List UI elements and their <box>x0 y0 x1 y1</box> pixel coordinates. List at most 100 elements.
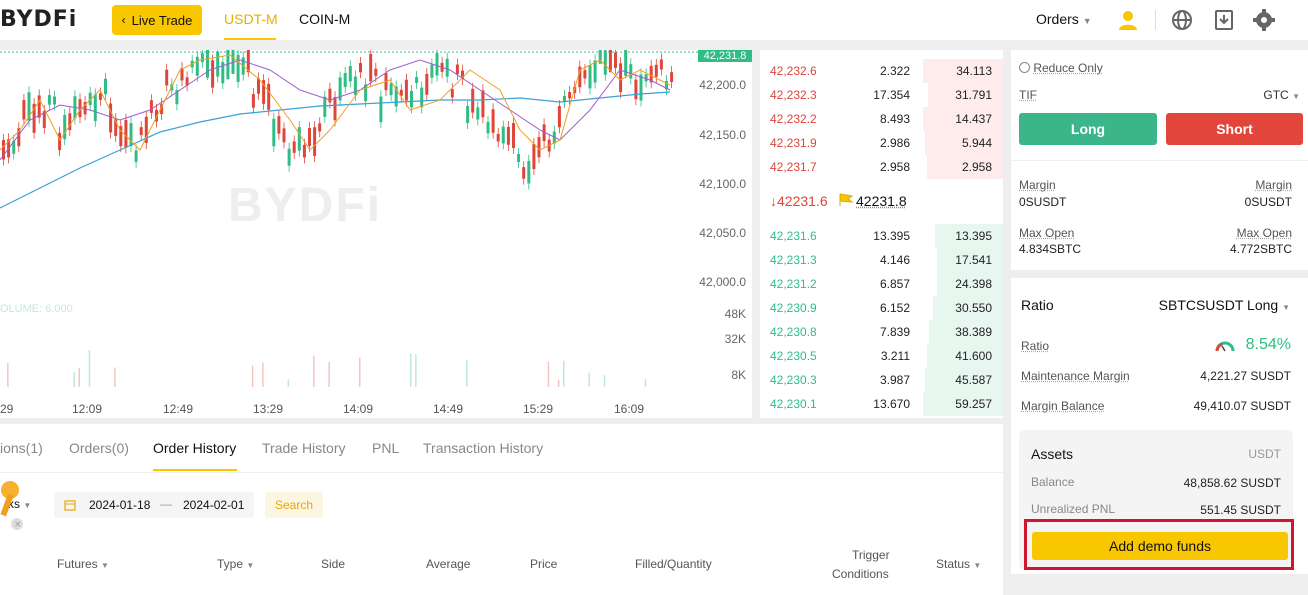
active-tab-underline <box>153 469 237 471</box>
volume-axis-tick: 32K <box>724 332 746 346</box>
live-trade-button[interactable]: ‹ Live Trade <box>112 5 202 35</box>
tab-transaction-history[interactable]: Transaction History <box>423 440 544 456</box>
depth-bar <box>937 248 1003 272</box>
bid-row[interactable]: 42,230.5 3.211 41.600 <box>760 344 1003 368</box>
bid-row[interactable]: 42,231.3 4.146 17.541 <box>760 248 1003 272</box>
orders-menu[interactable]: Orders ▼ <box>1036 11 1092 27</box>
bid-price: 42,230.5 <box>770 349 817 363</box>
date-range-picker[interactable]: 2024-01-18 — 2024-02-01 <box>54 492 254 518</box>
bydfi-logo[interactable]: BYDFi <box>0 7 77 33</box>
volume-bar <box>78 367 80 387</box>
candle-body <box>211 60 215 88</box>
header-divider <box>1155 10 1156 30</box>
candle-body <box>277 116 281 134</box>
gear-icon[interactable] <box>1252 8 1276 32</box>
volume-bar <box>557 379 560 387</box>
bid-qty: 3.987 <box>879 373 910 387</box>
candle-body <box>236 54 240 82</box>
tab-usdt-m[interactable]: USDT-M <box>224 11 278 27</box>
volume-bar <box>547 361 550 387</box>
tif-select[interactable]: GTC ▼ <box>1263 88 1300 102</box>
search-button[interactable]: Search <box>265 492 323 518</box>
download-icon[interactable] <box>1212 8 1236 32</box>
candle-body <box>98 93 102 100</box>
bid-total: 41.600 <box>955 349 992 363</box>
col-type[interactable]: Type ▼ <box>217 557 254 571</box>
volume-bar <box>287 379 290 387</box>
tab-order-history[interactable]: Order History <box>153 440 237 456</box>
bid-row[interactable]: 42,231.2 6.857 24.398 <box>760 272 1003 296</box>
ask-row[interactable]: 42,232.6 2.322 34.113 <box>760 59 1003 83</box>
volume-axis-tick: 8K <box>731 368 746 382</box>
tab-trade-history[interactable]: Trade History <box>262 440 346 456</box>
bid-price: 42,230.9 <box>770 301 817 315</box>
ma-purple-line <box>0 59 671 161</box>
x-axis-tick: 12:09 <box>72 402 103 416</box>
bid-qty: 4.146 <box>879 253 910 267</box>
brush-icon[interactable]: × <box>0 480 26 532</box>
bid-row[interactable]: 42,231.6 13.395 13.395 <box>760 224 1003 248</box>
tab-coin-m[interactable]: COIN-M <box>299 11 351 27</box>
bid-row[interactable]: 42,230.3 3.987 45.587 <box>760 368 1003 392</box>
bid-price: 42,231.3 <box>770 253 817 267</box>
candle-body <box>63 114 67 140</box>
candle-body <box>246 50 250 73</box>
bid-total: 38.389 <box>955 325 992 339</box>
col-status[interactable]: Status ▼ <box>936 557 981 571</box>
price-chart[interactable]: BYDFi 42,231.8 42,200.0 42,150.0 42,100.… <box>0 50 752 418</box>
last-trade-price: ↓42231.6 <box>770 193 828 209</box>
bid-row[interactable]: 42,230.9 6.152 30.550 <box>760 296 1003 320</box>
mark-price[interactable]: 42231.8 <box>856 193 907 209</box>
assets-title: Assets <box>1031 446 1074 462</box>
candle-body <box>420 87 424 108</box>
candle-body <box>624 50 628 76</box>
volume-bar <box>313 355 315 387</box>
ask-row[interactable]: 42,232.2 8.493 14.437 <box>760 107 1003 131</box>
short-button[interactable]: Short <box>1166 113 1303 145</box>
caret-down-icon: ▼ <box>101 561 109 570</box>
date-from[interactable]: 2024-01-18 <box>89 498 151 512</box>
bid-qty: 13.395 <box>873 229 910 243</box>
ask-row[interactable]: 42,231.9 2.986 5.944 <box>760 131 1003 155</box>
candle-body <box>129 123 133 147</box>
ask-row[interactable]: 42,231.7 2.958 2.958 <box>760 155 1003 179</box>
ratio-label: Ratio <box>1021 339 1050 353</box>
candle-body <box>435 53 439 76</box>
ratio-value: 8.54% <box>1245 336 1291 353</box>
ask-row[interactable]: 42,232.3 17.354 31.791 <box>760 83 1003 107</box>
date-separator: — <box>160 497 172 511</box>
date-to[interactable]: 2024-02-01 <box>183 498 245 512</box>
reduce-only-checkbox[interactable]: Reduce Only <box>1019 61 1103 75</box>
add-demo-funds-button[interactable]: Add demo funds <box>1032 532 1288 560</box>
depth-bar <box>933 296 1003 320</box>
bid-qty: 6.857 <box>879 277 910 291</box>
globe-icon[interactable] <box>1170 8 1194 32</box>
candle-body <box>333 97 337 121</box>
tab-pnl[interactable]: PNL <box>372 440 400 456</box>
tab-positions[interactable]: ions(1) <box>0 440 43 456</box>
candle-body <box>608 50 612 73</box>
long-button[interactable]: Long <box>1019 113 1157 145</box>
user-icon[interactable] <box>1116 8 1140 32</box>
candle-body <box>155 109 158 122</box>
margin-value-short: 0SUSDT <box>1244 195 1292 209</box>
chart-watermark: BYDFi <box>228 179 382 232</box>
pair-select[interactable]: SBTCSUSDT Long ▼ <box>1159 297 1290 313</box>
tif-value: GTC <box>1263 88 1289 102</box>
volume-label: OLUME: 6.000 <box>0 303 73 315</box>
candle-body <box>491 109 495 133</box>
tab-orders[interactable]: Orders(0) <box>69 440 129 456</box>
candle-body <box>292 141 296 153</box>
svg-text:×: × <box>14 520 22 530</box>
volume-bar <box>603 375 606 387</box>
bid-price: 42,230.3 <box>770 373 817 387</box>
candle-body <box>58 132 62 151</box>
max-open-value-short: 4.772SBTC <box>1229 242 1292 256</box>
candle-body <box>563 95 566 103</box>
chevron-left-icon: ‹ <box>121 13 126 27</box>
candle-body <box>471 88 475 113</box>
col-trigger: Trigger <box>852 548 890 562</box>
bid-row[interactable]: 42,230.1 13.670 59.257 <box>760 392 1003 416</box>
col-futures[interactable]: Futures ▼ <box>57 557 109 571</box>
bid-row[interactable]: 42,230.8 7.839 38.389 <box>760 320 1003 344</box>
